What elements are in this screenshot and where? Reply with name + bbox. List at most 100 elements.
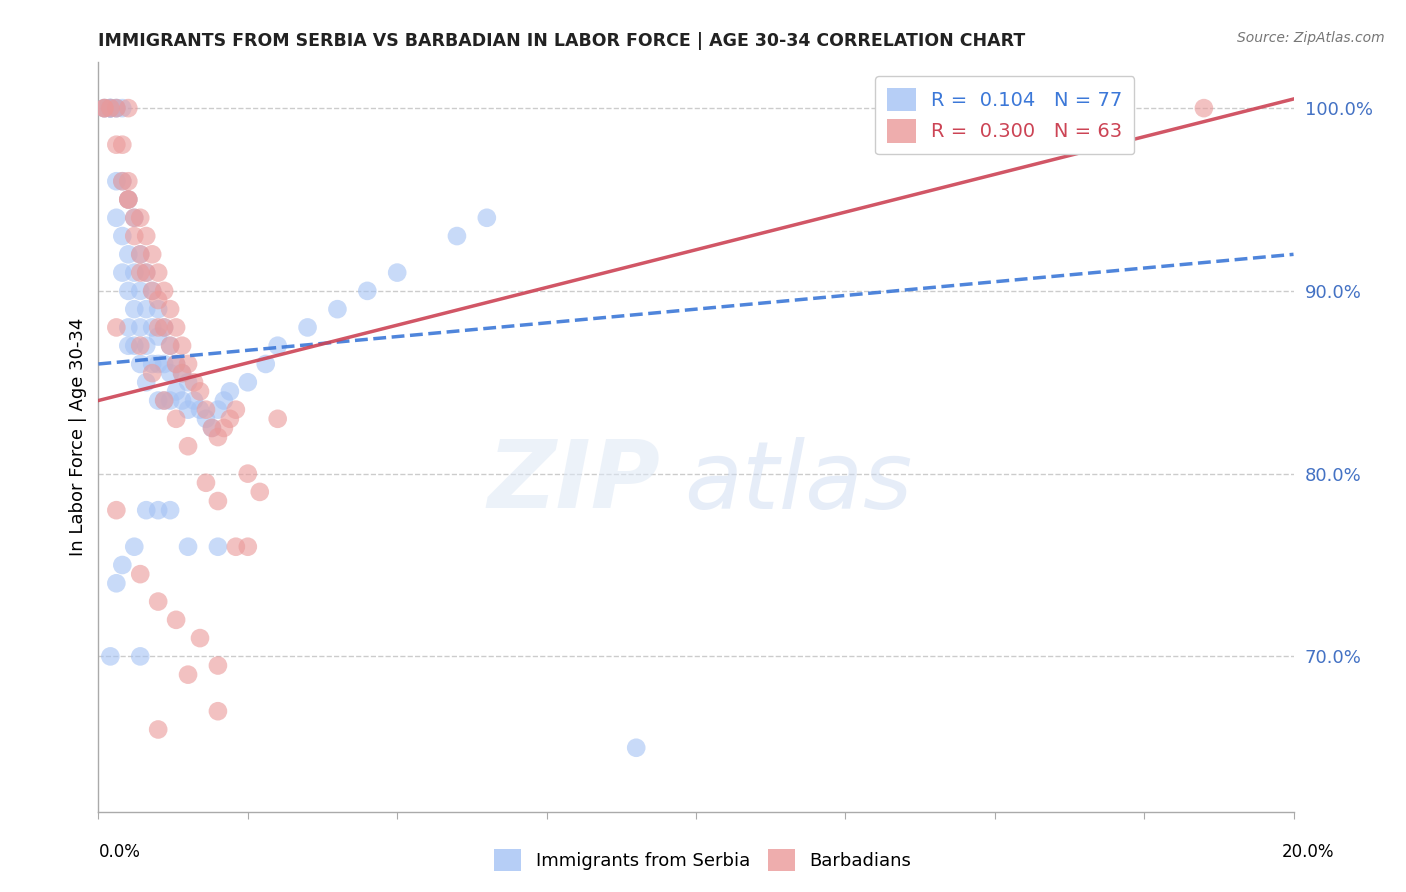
Point <box>141 284 163 298</box>
Point <box>159 366 181 380</box>
Point <box>98 101 122 115</box>
Point <box>105 137 128 152</box>
Point <box>135 266 157 280</box>
Legend: Immigrants from Serbia, Barbadians: Immigrants from Serbia, Barbadians <box>486 842 920 879</box>
Point <box>117 193 139 207</box>
Point <box>165 412 187 426</box>
Point <box>98 649 122 664</box>
Point <box>148 723 170 737</box>
Point <box>117 193 139 207</box>
Point <box>129 247 152 261</box>
Point <box>159 503 181 517</box>
Point <box>135 302 157 317</box>
Point <box>117 174 139 188</box>
Point <box>159 339 181 353</box>
Point <box>124 302 146 317</box>
Point <box>195 475 218 490</box>
Point <box>135 376 157 390</box>
Point <box>117 284 139 298</box>
Point <box>93 101 115 115</box>
Point <box>141 320 163 334</box>
Point <box>475 211 498 225</box>
Point <box>129 284 152 298</box>
Point <box>117 193 139 207</box>
Point <box>148 594 170 608</box>
Point <box>177 667 200 681</box>
Point <box>129 320 152 334</box>
Text: atlas: atlas <box>685 436 912 527</box>
Point <box>124 339 146 353</box>
Point <box>124 211 146 225</box>
Point <box>212 421 235 435</box>
Text: ZIP: ZIP <box>488 436 661 528</box>
Point <box>207 402 229 417</box>
Point <box>188 402 211 417</box>
Point <box>297 320 319 334</box>
Point <box>195 412 218 426</box>
Point <box>141 284 163 298</box>
Point <box>165 357 187 371</box>
Point <box>117 101 139 115</box>
Point <box>177 357 200 371</box>
Point <box>267 412 290 426</box>
Text: 20.0%: 20.0% <box>1281 843 1334 861</box>
Point <box>153 393 176 408</box>
Point <box>219 412 242 426</box>
Point <box>165 357 187 371</box>
Point <box>201 421 224 435</box>
Point <box>93 101 115 115</box>
Text: Source: ZipAtlas.com: Source: ZipAtlas.com <box>1237 31 1385 45</box>
Point <box>153 393 176 408</box>
Point <box>148 329 170 343</box>
Point <box>385 266 409 280</box>
Point <box>148 266 170 280</box>
Point <box>172 339 194 353</box>
Point <box>236 467 259 481</box>
Point <box>356 284 378 298</box>
Point <box>148 357 170 371</box>
Point <box>135 503 157 517</box>
Point <box>153 320 176 334</box>
Point <box>148 503 170 517</box>
Point <box>225 402 247 417</box>
Point <box>188 384 211 399</box>
Point <box>188 631 211 645</box>
Point <box>105 576 128 591</box>
Point <box>111 266 134 280</box>
Point <box>165 320 187 334</box>
Point <box>207 704 229 718</box>
Point <box>153 357 176 371</box>
Point <box>201 421 224 435</box>
Point <box>93 101 115 115</box>
Point <box>93 101 115 115</box>
Point <box>148 293 170 307</box>
Point <box>207 658 229 673</box>
Text: IMMIGRANTS FROM SERBIA VS BARBADIAN IN LABOR FORCE | AGE 30-34 CORRELATION CHART: IMMIGRANTS FROM SERBIA VS BARBADIAN IN L… <box>98 32 1025 50</box>
Point <box>172 366 194 380</box>
Point <box>177 402 200 417</box>
Point <box>165 384 187 399</box>
Point <box>177 439 200 453</box>
Point <box>195 402 218 417</box>
Point <box>129 266 152 280</box>
Point <box>105 101 128 115</box>
Text: 0.0%: 0.0% <box>98 843 141 861</box>
Point <box>183 393 205 408</box>
Point <box>111 101 134 115</box>
Point <box>236 376 259 390</box>
Point <box>219 384 242 399</box>
Point <box>117 247 139 261</box>
Point <box>1192 101 1215 115</box>
Point <box>129 211 152 225</box>
Point <box>446 229 468 244</box>
Point <box>111 137 134 152</box>
Point <box>148 302 170 317</box>
Point <box>177 540 200 554</box>
Point <box>129 649 152 664</box>
Point <box>141 366 163 380</box>
Point <box>105 101 128 115</box>
Point <box>124 229 146 244</box>
Point <box>98 101 122 115</box>
Point <box>626 740 648 755</box>
Point <box>135 339 157 353</box>
